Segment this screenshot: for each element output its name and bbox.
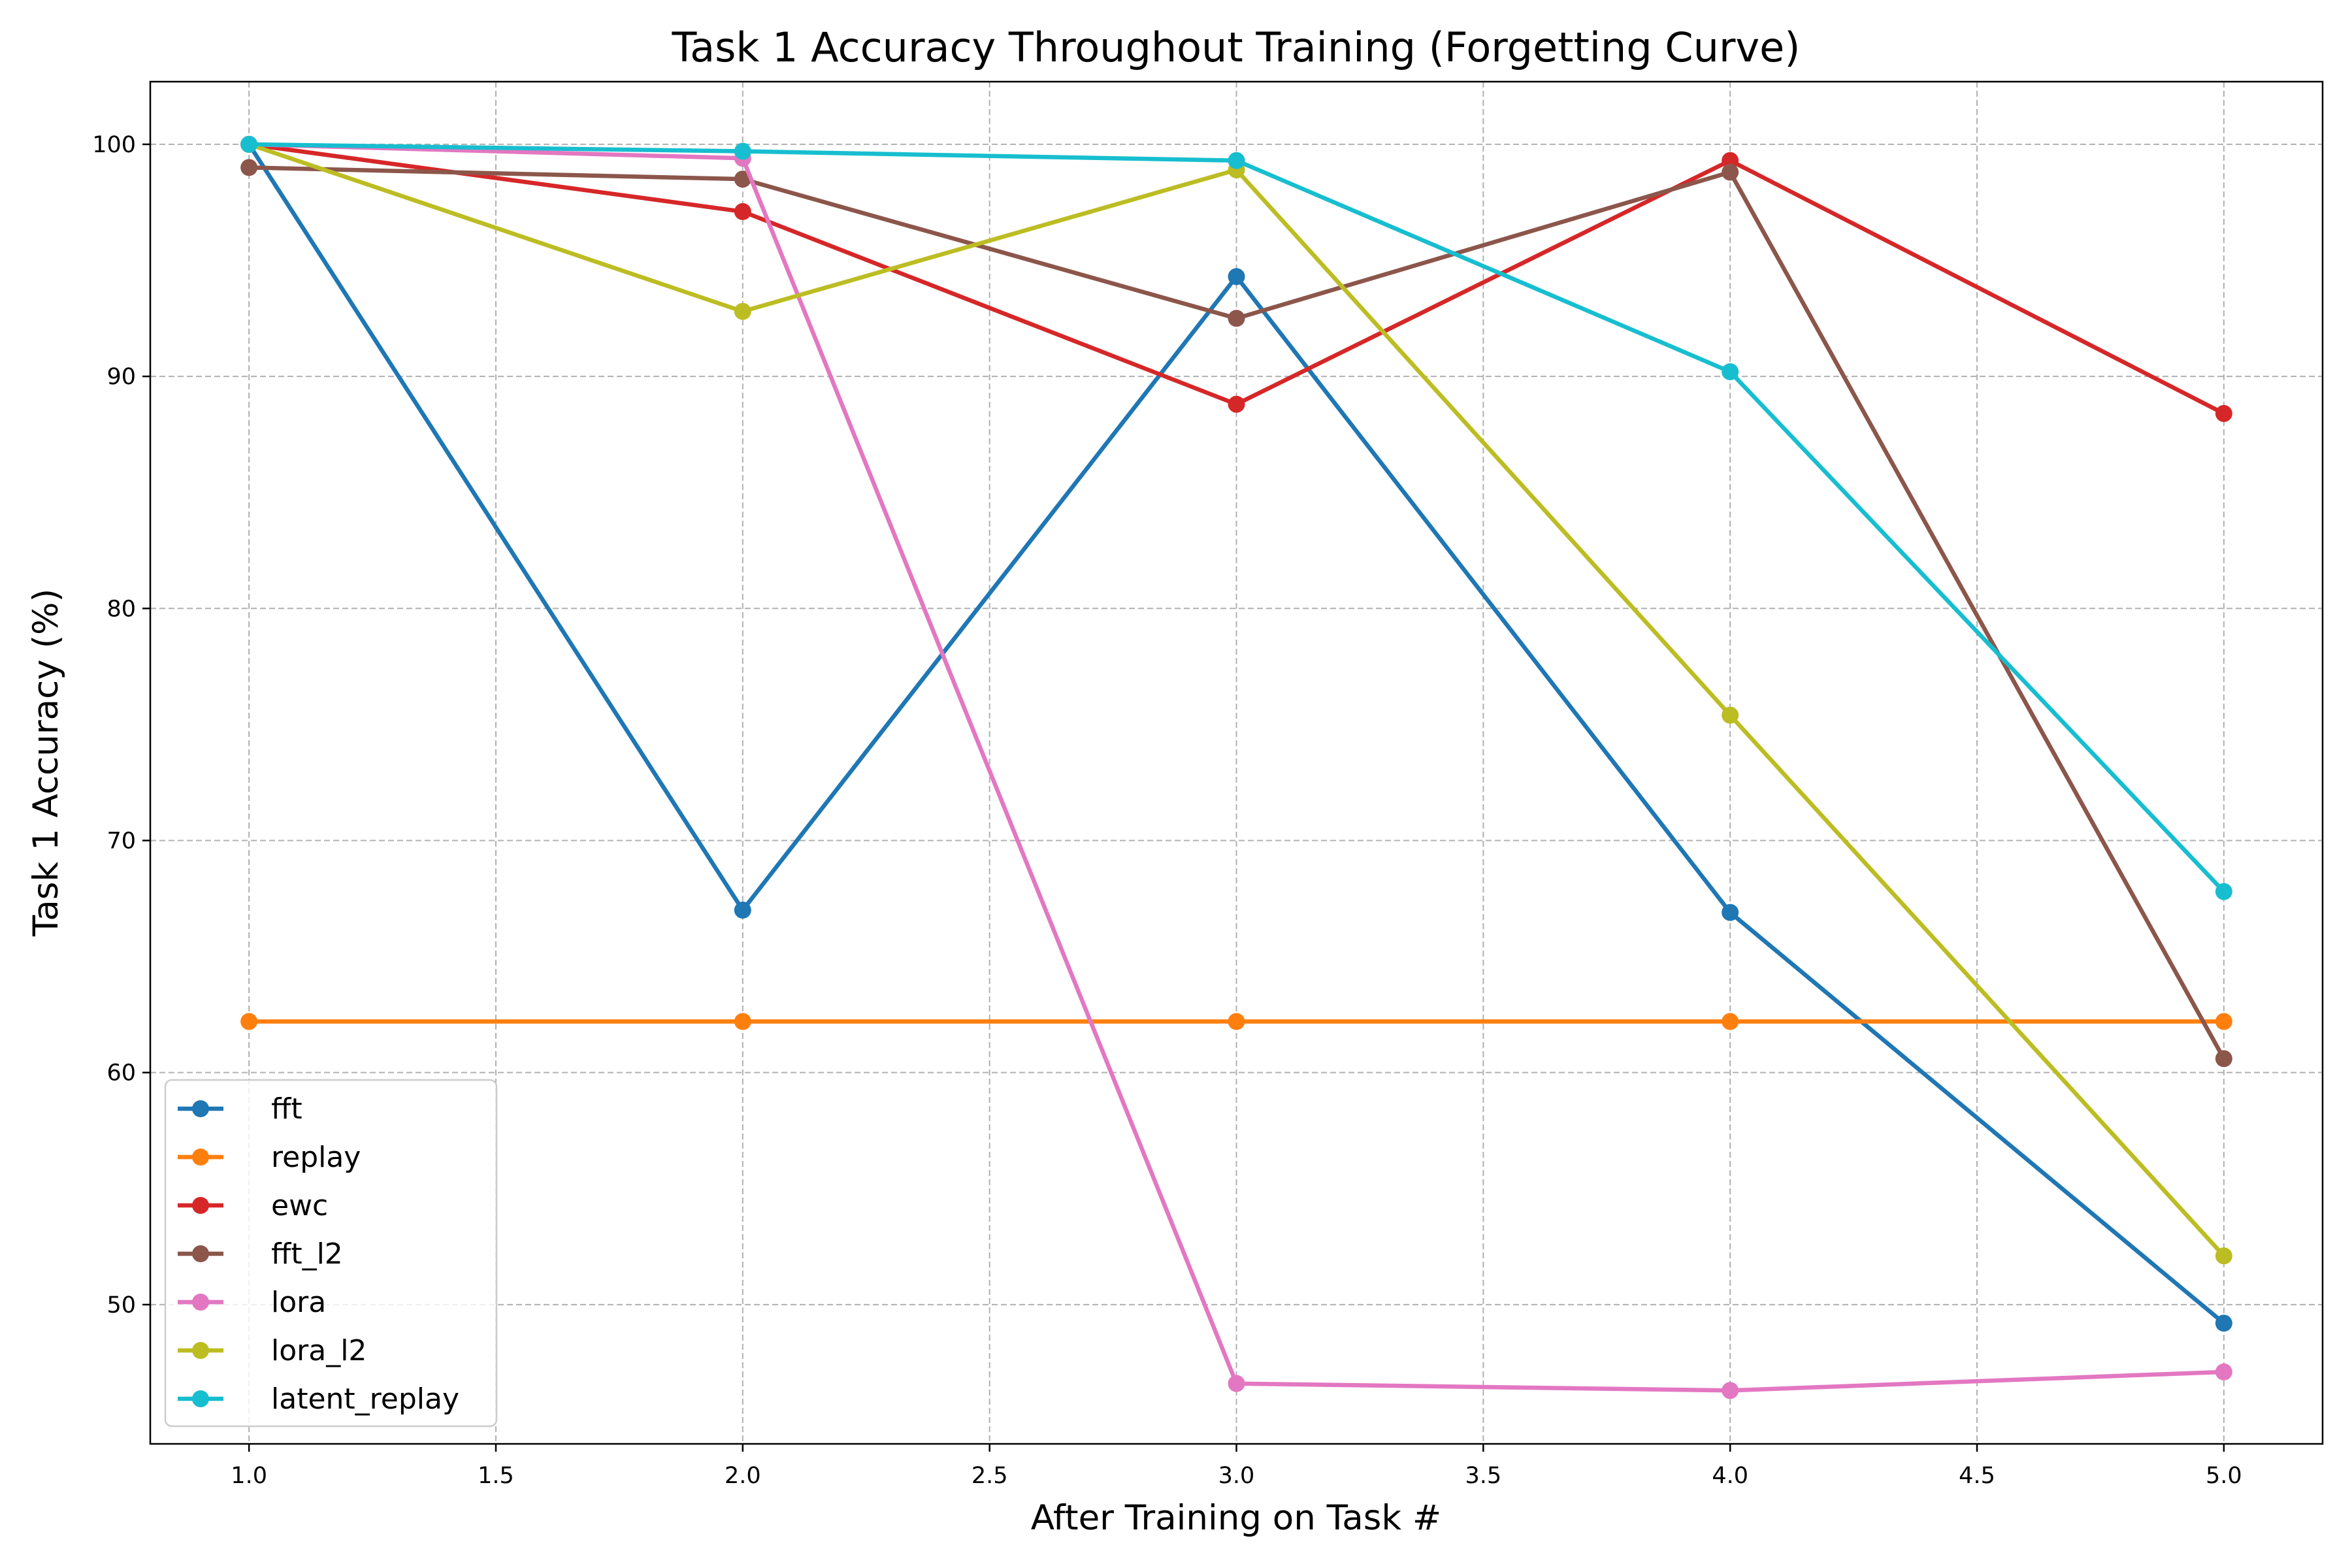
data-point-latent_replay bbox=[1228, 152, 1245, 169]
legend-entry-lora: lora bbox=[178, 1286, 326, 1319]
data-point-fft_l2 bbox=[1722, 163, 1739, 181]
data-point-lora_l2 bbox=[734, 302, 751, 320]
data-point-replay bbox=[240, 1013, 258, 1030]
legend-entry-replay: replay bbox=[178, 1141, 361, 1174]
x-tick-label: 5.0 bbox=[2206, 1463, 2242, 1489]
axis-ticks: 1.0 1.5 2.0 2.5 3.0 3.5 4.0 4.5 5.0 50 60 70 80 90 100 bbox=[92, 132, 2242, 1489]
data-point-latent_replay bbox=[1722, 363, 1739, 380]
legend-marker-replay bbox=[192, 1149, 209, 1166]
legend-label-replay: replay bbox=[271, 1141, 361, 1174]
legend-label-ewc: ewc bbox=[271, 1189, 328, 1222]
legend-entry-latent_replay: latent_replay bbox=[178, 1382, 459, 1416]
legend-marker-lora bbox=[192, 1294, 209, 1311]
grid-lines bbox=[150, 82, 2323, 1444]
y-tick-label: 70 bbox=[106, 828, 136, 854]
data-point-ewc bbox=[1722, 152, 1739, 169]
y-tick-label: 80 bbox=[106, 596, 136, 622]
data-point-latent_replay bbox=[734, 142, 751, 160]
legend-entry-ewc: ewc bbox=[178, 1189, 328, 1222]
x-tick-label: 4.5 bbox=[1959, 1463, 1995, 1489]
y-tick-label: 60 bbox=[106, 1060, 136, 1086]
x-tick-label: 1.5 bbox=[478, 1463, 514, 1489]
legend-label-lora: lora bbox=[271, 1286, 326, 1319]
data-point-fft_l2 bbox=[734, 171, 751, 188]
legend-marker-fft_l2 bbox=[192, 1245, 209, 1262]
data-point-ewc bbox=[1228, 395, 1245, 413]
legend-marker-latent_replay bbox=[192, 1390, 209, 1407]
data-point-latent_replay bbox=[2215, 883, 2232, 900]
data-point-lora bbox=[1722, 1382, 1739, 1399]
data-point-replay bbox=[734, 1013, 751, 1030]
legend-entry-fft_l2: fft_l2 bbox=[178, 1237, 343, 1271]
data-point-fft_l2 bbox=[1228, 310, 1245, 327]
legend-marker-fft bbox=[192, 1100, 209, 1117]
x-tick-label: 3.5 bbox=[1465, 1463, 1502, 1489]
legend-label-latent_replay: latent_replay bbox=[271, 1382, 459, 1416]
data-point-fft bbox=[1228, 268, 1245, 286]
data-point-fft_l2 bbox=[240, 159, 258, 176]
legend-box bbox=[164, 1079, 498, 1428]
x-tick-label: 3.0 bbox=[1218, 1463, 1255, 1489]
legend-marker-ewc bbox=[192, 1197, 209, 1214]
data-point-fft bbox=[2215, 1315, 2232, 1332]
legend-entry-lora_l2: lora_l2 bbox=[178, 1334, 367, 1367]
x-axis-label: After Training on Task # bbox=[1031, 1498, 1442, 1538]
legend-label-fft_l2: fft_l2 bbox=[271, 1237, 343, 1271]
legend-label-lora_l2: lora_l2 bbox=[271, 1334, 367, 1367]
y-tick-label: 50 bbox=[106, 1292, 136, 1318]
data-point-fft bbox=[734, 902, 751, 919]
y-tick-label: 100 bbox=[92, 132, 136, 158]
chart-title: Task 1 Accuracy Throughout Training (For… bbox=[672, 24, 1801, 71]
x-tick-label: 1.0 bbox=[231, 1463, 267, 1489]
x-tick-label: 4.0 bbox=[1712, 1463, 1748, 1489]
data-point-lora_l2 bbox=[2215, 1247, 2232, 1265]
data-point-latent_replay bbox=[240, 135, 258, 153]
data-series bbox=[240, 135, 2232, 1399]
data-point-lora bbox=[2215, 1363, 2232, 1380]
data-point-lora_l2 bbox=[1722, 706, 1739, 724]
series-replay bbox=[240, 1013, 2232, 1030]
data-point-ewc bbox=[2215, 404, 2232, 422]
series-fft_l2 bbox=[240, 159, 2232, 1068]
legend-entry-fft: fft bbox=[178, 1092, 302, 1126]
series-latent_replay bbox=[240, 135, 2232, 900]
x-tick-label: 2.5 bbox=[972, 1463, 1008, 1489]
data-point-fft bbox=[1722, 904, 1739, 921]
y-axis-label: Task 1 Accuracy (%) bbox=[26, 589, 66, 937]
legend-label-fft: fft bbox=[271, 1092, 302, 1126]
data-point-replay bbox=[1228, 1013, 1245, 1030]
data-point-replay bbox=[2215, 1013, 2232, 1030]
data-point-ewc bbox=[734, 203, 751, 220]
y-tick-label: 90 bbox=[106, 364, 136, 390]
data-point-lora bbox=[1228, 1375, 1245, 1392]
data-point-fft_l2 bbox=[2215, 1050, 2232, 1068]
data-point-replay bbox=[1722, 1013, 1739, 1030]
x-tick-label: 2.0 bbox=[725, 1463, 761, 1489]
legend-marker-lora_l2 bbox=[192, 1342, 209, 1359]
